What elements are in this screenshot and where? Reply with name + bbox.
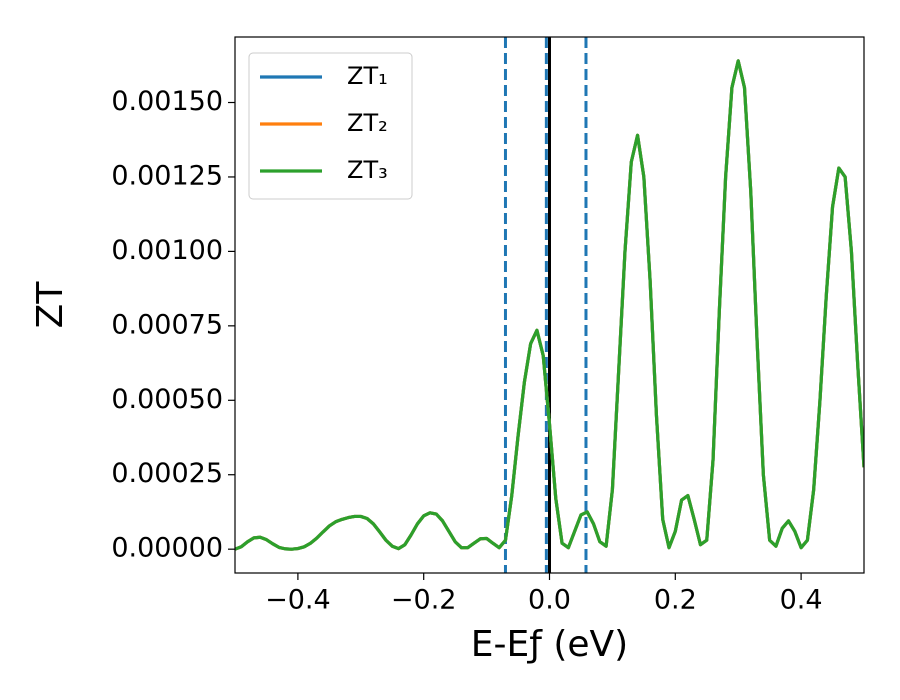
y-tick-label: 0.00000 (111, 533, 223, 564)
y-tick-label: 0.00150 (111, 86, 223, 117)
legend-box (248, 52, 413, 200)
x-tick-label: 0.0 (528, 585, 571, 616)
x-axis-label: E-Eƒ (eV) (471, 624, 628, 665)
y-tick-label: 0.00025 (111, 458, 223, 489)
legend-label: ZT₂ (347, 109, 388, 137)
legend-label: ZT₁ (347, 62, 388, 90)
x-tick-label: 0.4 (780, 585, 823, 616)
legend-label: ZT₃ (347, 156, 388, 184)
y-tick-label: 0.00125 (111, 160, 223, 191)
x-tick-label: −0.4 (265, 585, 331, 616)
plot-area (235, 37, 864, 573)
x-tick-label: 0.2 (654, 585, 697, 616)
series-line (235, 59, 864, 551)
y-tick-label: 0.00050 (111, 384, 223, 415)
legend: ZT₁ ZT₂ ZT₃ (248, 52, 413, 200)
y-axis-label: ZT (30, 281, 71, 329)
y-tick-label: 0.00100 (111, 235, 223, 266)
y-tick-label: 0.00075 (111, 309, 223, 340)
x-tick-label: −0.2 (391, 585, 457, 616)
